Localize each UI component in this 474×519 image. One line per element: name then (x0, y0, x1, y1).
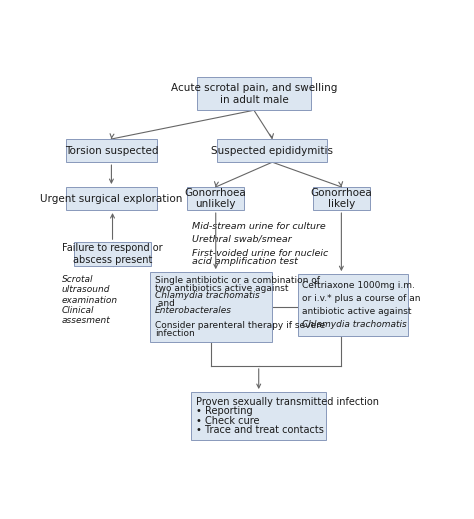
Text: or i.v.* plus a course of an: or i.v.* plus a course of an (302, 294, 421, 303)
Text: antibiotic active against: antibiotic active against (302, 307, 412, 316)
Text: two antibiotics active against: two antibiotics active against (155, 284, 288, 293)
Text: Ceftriaxone 1000mg i.m.: Ceftriaxone 1000mg i.m. (302, 281, 415, 290)
Text: Proven sexually transmitted infection: Proven sexually transmitted infection (196, 397, 379, 406)
Text: Acute scrotal pain, and swelling
in adult male: Acute scrotal pain, and swelling in adul… (171, 83, 337, 105)
Text: Urgent surgical exploration: Urgent surgical exploration (40, 194, 182, 203)
Text: • Trace and treat contacts: • Trace and treat contacts (196, 426, 324, 435)
Text: Scrotal: Scrotal (62, 275, 93, 284)
Text: assesment: assesment (62, 317, 110, 325)
FancyBboxPatch shape (197, 77, 311, 110)
Text: Chlamydia trachomatis: Chlamydia trachomatis (155, 291, 259, 300)
FancyBboxPatch shape (74, 242, 151, 266)
Text: Mid-stream urine for culture: Mid-stream urine for culture (192, 222, 326, 230)
FancyBboxPatch shape (191, 392, 326, 440)
Text: acid amplification test: acid amplification test (192, 257, 298, 266)
FancyBboxPatch shape (187, 187, 244, 210)
FancyBboxPatch shape (150, 272, 272, 342)
FancyBboxPatch shape (313, 187, 370, 210)
FancyBboxPatch shape (66, 187, 157, 210)
Text: Gonorrhoea
likely: Gonorrhoea likely (310, 188, 372, 209)
Text: Enterobacterales: Enterobacterales (155, 306, 232, 316)
Text: and: and (155, 299, 174, 308)
Text: Single antibiotic or a combination of: Single antibiotic or a combination of (155, 276, 320, 285)
Text: Urethral swab/smear: Urethral swab/smear (192, 235, 292, 243)
Text: Suspected epididymitis: Suspected epididymitis (211, 146, 333, 156)
Text: • Reporting: • Reporting (196, 406, 253, 416)
FancyBboxPatch shape (298, 274, 408, 336)
Text: First-voided urine for nucleic: First-voided urine for nucleic (192, 249, 328, 258)
Text: Failure to respond or
abscess present: Failure to respond or abscess present (62, 243, 163, 265)
Text: ultrasound: ultrasound (62, 285, 110, 294)
FancyBboxPatch shape (66, 139, 157, 162)
Text: Chlamydia trachomatis: Chlamydia trachomatis (302, 320, 407, 329)
Text: Consider parenteral therapy if severe: Consider parenteral therapy if severe (155, 321, 325, 331)
Text: • Check cure: • Check cure (196, 416, 259, 426)
Text: infection: infection (155, 329, 194, 338)
Text: examination: examination (62, 296, 118, 305)
Text: Clinical: Clinical (62, 306, 94, 315)
FancyBboxPatch shape (217, 139, 328, 162)
Text: Torsion suspected: Torsion suspected (64, 146, 158, 156)
Text: Gonorrhoea
unlikely: Gonorrhoea unlikely (185, 188, 246, 209)
